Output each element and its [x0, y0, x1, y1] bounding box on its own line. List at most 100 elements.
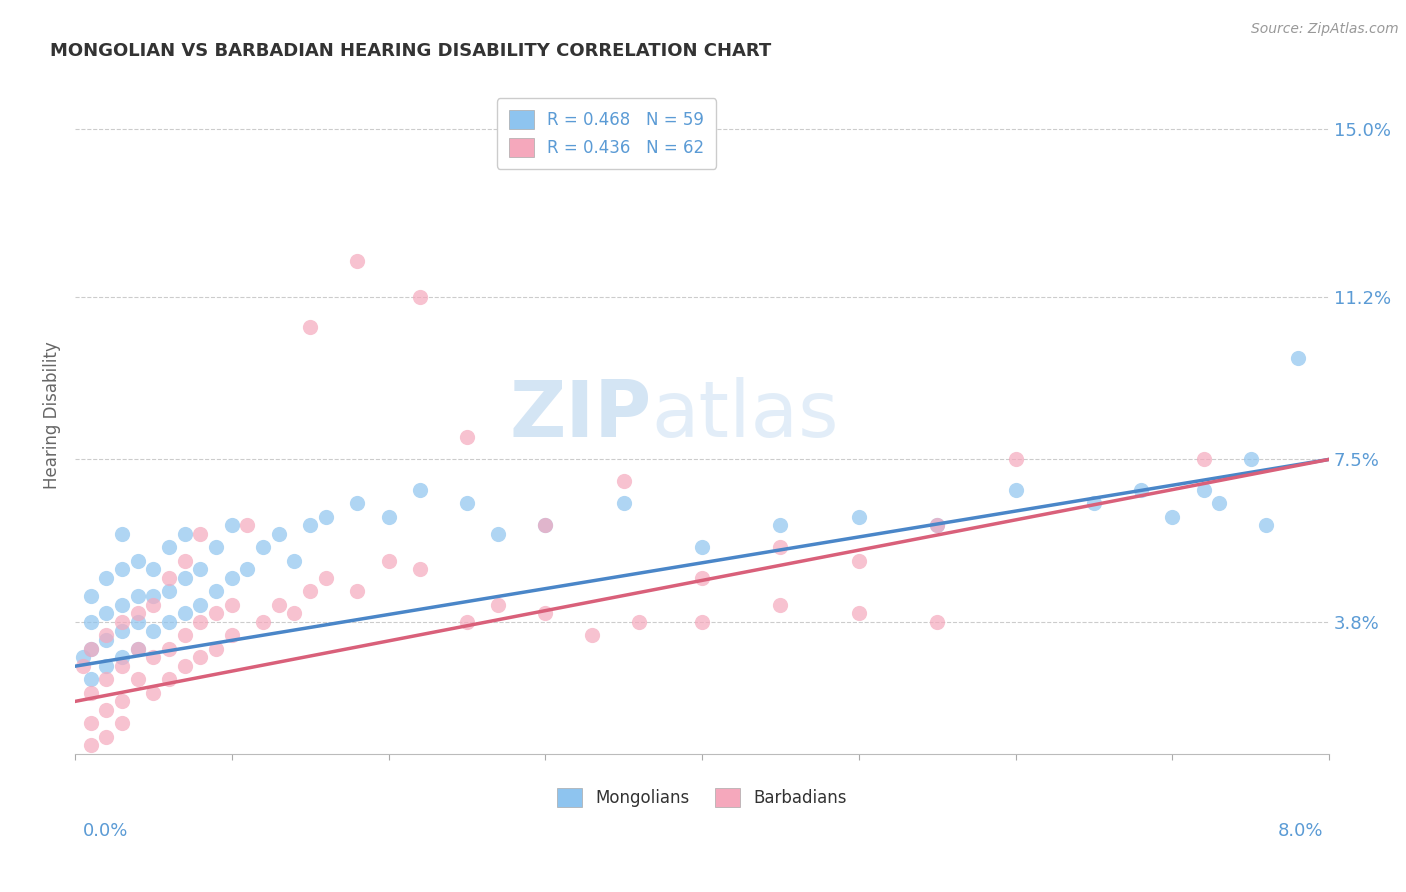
Point: [157, 641, 180, 656]
Point: [127, 589, 149, 603]
Point: [79, 615, 101, 630]
Text: atlas: atlas: [652, 377, 839, 453]
Text: 0.0%: 0.0%: [83, 822, 128, 840]
Point: [267, 527, 290, 541]
Point: [534, 518, 557, 533]
Point: [157, 615, 180, 630]
Point: [157, 673, 180, 687]
Point: [205, 584, 228, 599]
Point: [1240, 452, 1263, 467]
Point: [79, 739, 101, 753]
Point: [848, 607, 870, 621]
Point: [96, 703, 118, 717]
Point: [173, 553, 195, 567]
Point: [377, 509, 399, 524]
Point: [252, 615, 274, 630]
Point: [190, 562, 212, 576]
Point: [190, 615, 212, 630]
Point: [205, 641, 228, 656]
Point: [315, 571, 337, 585]
Point: [236, 562, 259, 576]
Point: [346, 254, 368, 268]
Point: [111, 694, 134, 708]
Point: [127, 641, 149, 656]
Point: [299, 320, 322, 334]
Point: [927, 615, 949, 630]
Point: [486, 598, 509, 612]
Point: [690, 541, 713, 555]
Point: [628, 615, 651, 630]
Point: [157, 584, 180, 599]
Point: [72, 659, 94, 673]
Point: [96, 607, 118, 621]
Point: [409, 483, 432, 498]
Point: [79, 716, 101, 731]
Point: [315, 509, 337, 524]
Point: [377, 553, 399, 567]
Point: [299, 518, 322, 533]
Point: [96, 659, 118, 673]
Point: [581, 628, 603, 642]
Point: [173, 628, 195, 642]
Point: [1161, 509, 1184, 524]
Point: [96, 628, 118, 642]
Point: [127, 641, 149, 656]
Text: ZIP: ZIP: [509, 377, 652, 453]
Point: [1004, 452, 1026, 467]
Point: [111, 716, 134, 731]
Point: [111, 527, 134, 541]
Point: [769, 598, 792, 612]
Point: [534, 607, 557, 621]
Point: [157, 571, 180, 585]
Text: Source: ZipAtlas.com: Source: ZipAtlas.com: [1251, 22, 1399, 37]
Point: [1083, 496, 1105, 510]
Point: [190, 598, 212, 612]
Point: [127, 607, 149, 621]
Point: [456, 430, 478, 444]
Point: [283, 607, 305, 621]
Legend: Mongolians, Barbadians: Mongolians, Barbadians: [551, 781, 853, 814]
Point: [1004, 483, 1026, 498]
Point: [1192, 452, 1215, 467]
Point: [283, 553, 305, 567]
Point: [127, 673, 149, 687]
Point: [142, 624, 165, 638]
Point: [173, 571, 195, 585]
Point: [79, 641, 101, 656]
Point: [79, 589, 101, 603]
Point: [1286, 351, 1309, 366]
Point: [111, 598, 134, 612]
Point: [79, 641, 101, 656]
Point: [221, 598, 243, 612]
Point: [190, 650, 212, 665]
Point: [769, 541, 792, 555]
Point: [409, 290, 432, 304]
Point: [346, 584, 368, 599]
Point: [157, 541, 180, 555]
Point: [111, 624, 134, 638]
Point: [534, 518, 557, 533]
Point: [111, 659, 134, 673]
Point: [142, 598, 165, 612]
Point: [96, 632, 118, 647]
Point: [409, 562, 432, 576]
Point: [96, 571, 118, 585]
Point: [236, 518, 259, 533]
Point: [111, 650, 134, 665]
Point: [848, 553, 870, 567]
Point: [613, 496, 636, 510]
Point: [486, 527, 509, 541]
Point: [927, 518, 949, 533]
Point: [96, 730, 118, 744]
Point: [456, 496, 478, 510]
Point: [111, 615, 134, 630]
Point: [299, 584, 322, 599]
Point: [848, 509, 870, 524]
Point: [613, 475, 636, 489]
Point: [173, 659, 195, 673]
Point: [456, 615, 478, 630]
Point: [221, 571, 243, 585]
Point: [205, 607, 228, 621]
Point: [267, 598, 290, 612]
Point: [96, 673, 118, 687]
